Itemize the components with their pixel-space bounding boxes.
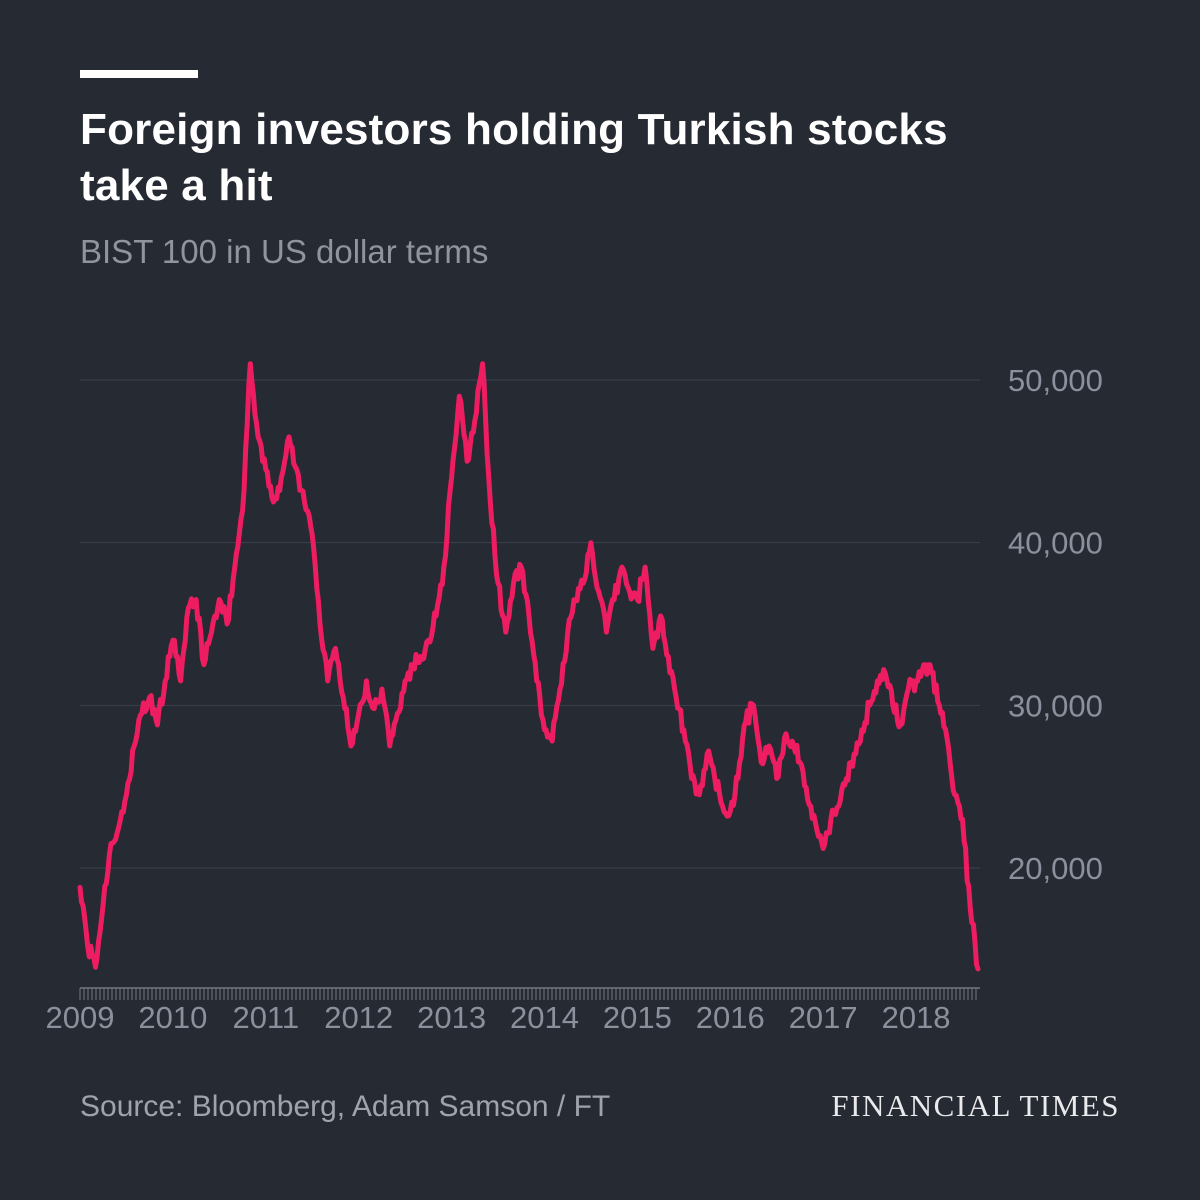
bist-line-chart-svg: 20,000 30,000 40,000 50,000 2009 2010 2011 2012… [46,361,1103,1035]
chart-header: Foreign investors holding Turkish stocks… [80,70,1060,271]
x-axis-label: 2017 [789,1000,858,1035]
x-axis-label: 2018 [882,1000,951,1035]
kicker-bar [80,70,198,78]
x-axis-label: 2013 [417,1000,486,1035]
x-axis-label: 2012 [324,1000,393,1035]
chart-area: 20,000 30,000 40,000 50,000 2009 2010 2011 2012… [0,320,1200,1060]
x-axis-label: 2009 [46,1000,115,1035]
y-axis-label: 20,000 [1008,851,1103,886]
financial-times-logo: FINANCIAL TIMES [831,1088,1120,1123]
x-axis-label: 2011 [232,1000,299,1035]
chart-subtitle: BIST 100 in US dollar terms [80,232,489,270]
y-axis-label: 30,000 [1008,688,1103,723]
source-note: Source: Bloomberg, Adam Samson / FT [80,1090,611,1123]
chart-title-line2: take a hit [80,161,273,211]
y-axis-label: 40,000 [1008,526,1103,561]
chart-title: Foreign investors holding Turkish stocks… [80,102,1060,215]
bist100-data-line [77,361,981,972]
x-axis-label: 2010 [138,1000,207,1035]
x-axis-label: 2014 [510,1000,579,1035]
chart-footer: Source: Bloomberg, Adam Samson / FT FINA… [80,1088,1120,1124]
x-axis-label: 2015 [603,1000,672,1035]
chart-title-line1: Foreign investors holding Turkish stocks [80,105,948,154]
x-axis-label: 2016 [696,1000,765,1035]
y-axis-label: 50,000 [1008,363,1103,398]
